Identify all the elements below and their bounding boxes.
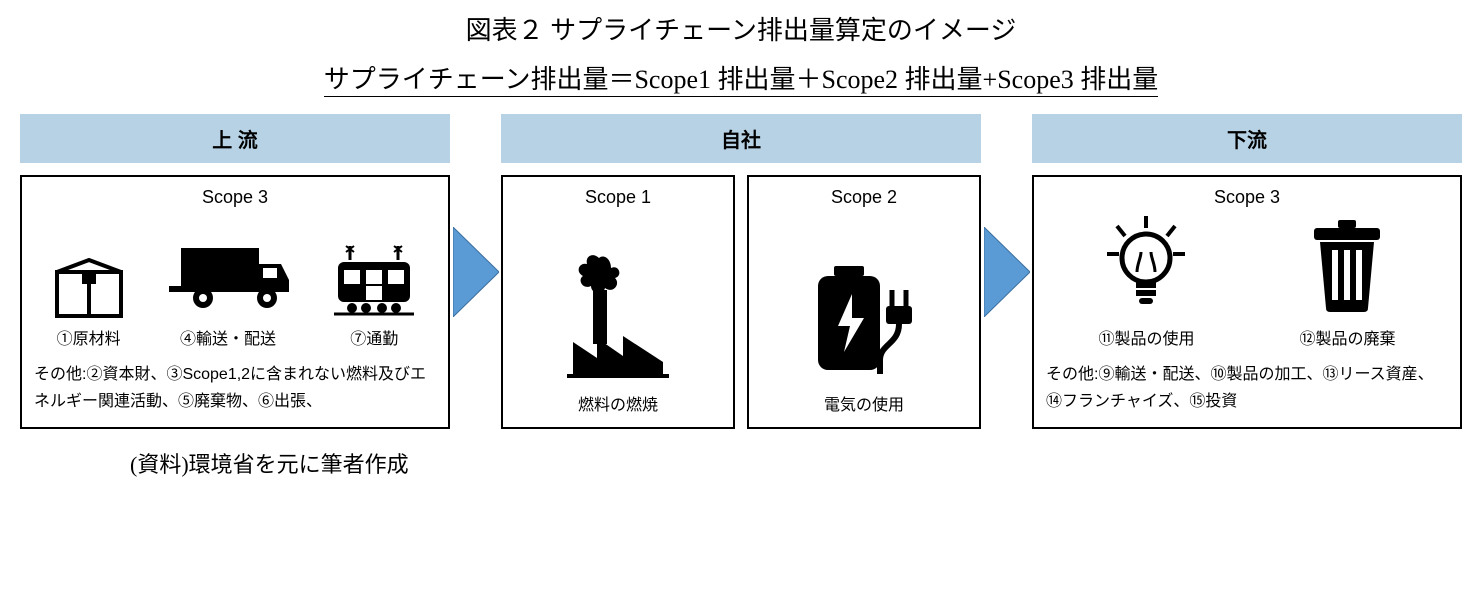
item-raw-materials: ①原材料 bbox=[54, 258, 124, 349]
diagram: 上 流 Scope 3 ①原材料 bbox=[20, 114, 1462, 429]
item-fuel: 燃料の燃焼 bbox=[563, 250, 673, 415]
trash-icon bbox=[1308, 218, 1386, 319]
panel-scope2: Scope 2 bbox=[747, 175, 981, 429]
caption-product-disposal: ⑫製品の廃棄 bbox=[1299, 325, 1395, 349]
column-upstream: 上 流 Scope 3 ①原材料 bbox=[20, 114, 450, 429]
figure-subtitle: サプライチェーン排出量＝Scope1 排出量＋Scope2 排出量+Scope3… bbox=[20, 59, 1462, 96]
item-electricity: 電気の使用 bbox=[804, 260, 924, 415]
header-self: 自社 bbox=[501, 114, 981, 163]
header-downstream: 下流 bbox=[1032, 114, 1462, 163]
caption-commute: ⑦通勤 bbox=[350, 325, 398, 349]
source-note: (資料)環境省を元に筆者作成 bbox=[130, 447, 1462, 479]
caption-electricity: 電気の使用 bbox=[824, 391, 904, 415]
train-icon bbox=[332, 242, 416, 325]
factory-icon bbox=[563, 250, 673, 385]
note-downstream: その他:⑨輸送・配送、⑩製品の加工、⑬リース資産、⑭フランチャイズ、⑮投資 bbox=[1046, 361, 1448, 415]
subtitle-text: サプライチェーン排出量＝Scope1 排出量＋Scope2 排出量+Scope3… bbox=[324, 65, 1158, 97]
box-icon bbox=[54, 258, 124, 325]
arrow-self-to-downstream bbox=[984, 114, 1030, 429]
caption-product-use: ⑪製品の使用 bbox=[1098, 325, 1194, 349]
panel-downstream: Scope 3 bbox=[1032, 175, 1462, 429]
scope-label-2: Scope 2 bbox=[761, 187, 967, 208]
caption-fuel: 燃料の燃焼 bbox=[578, 391, 658, 415]
header-upstream: 上 流 bbox=[20, 114, 450, 163]
note-upstream: その他:②資本財、③Scope1,2に含まれない燃料及びエネルギー関連活動、⑤廃… bbox=[34, 361, 436, 415]
panel-upstream: Scope 3 ①原材料 bbox=[20, 175, 450, 429]
figure-title: 図表２ サプライチェーン排出量算定のイメージ bbox=[20, 10, 1462, 47]
scope-label-1: Scope 1 bbox=[515, 187, 721, 208]
truck-icon bbox=[163, 234, 293, 319]
item-transport: ④輸送・配送 bbox=[163, 234, 293, 349]
item-product-use: ⑪製品の使用 bbox=[1098, 214, 1194, 349]
arrow-upstream-to-self bbox=[453, 114, 499, 429]
item-commute: ⑦通勤 bbox=[332, 242, 416, 349]
item-product-disposal: ⑫製品の廃棄 bbox=[1299, 218, 1395, 349]
scope-label-downstream: Scope 3 bbox=[1046, 187, 1448, 208]
caption-transport: ④輸送・配送 bbox=[180, 325, 276, 349]
column-self: 自社 Scope 1 燃料の燃焼 bbox=[501, 114, 981, 429]
column-downstream: 下流 Scope 3 bbox=[1032, 114, 1462, 429]
scope-label-upstream: Scope 3 bbox=[34, 187, 436, 208]
caption-raw-materials: ①原材料 bbox=[57, 325, 121, 349]
battery-plug-icon bbox=[804, 260, 924, 385]
lightbulb-icon bbox=[1101, 214, 1191, 319]
panel-scope1: Scope 1 燃料の燃焼 bbox=[501, 175, 735, 429]
